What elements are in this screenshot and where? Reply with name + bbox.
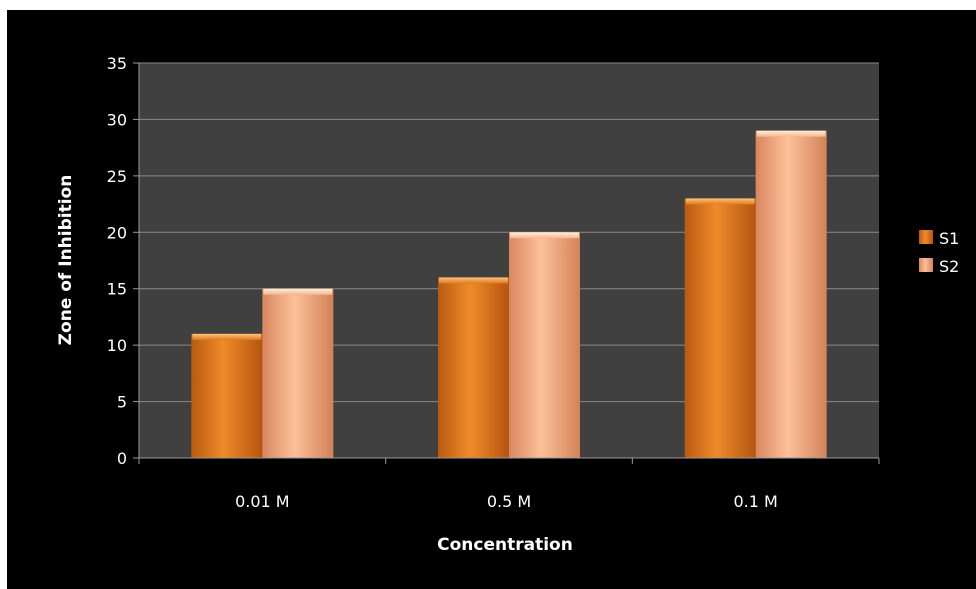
- y-tick-label: 15: [107, 280, 127, 299]
- x-tick-label: 0.1 M: [733, 492, 777, 511]
- y-tick-label: 20: [107, 223, 127, 242]
- bar-S1-2: [438, 277, 509, 458]
- bar-body: [509, 232, 580, 458]
- y-tick-label: 25: [107, 167, 127, 186]
- y-tick-label: 30: [107, 110, 127, 129]
- y-tick-label: 10: [107, 336, 127, 355]
- bar-S1-1: [191, 333, 263, 458]
- bar-body: [755, 130, 827, 458]
- bar-cap: [756, 130, 826, 137]
- bar-body: [438, 277, 509, 458]
- bar-body: [684, 198, 756, 458]
- x-axis-title: Concentration: [437, 535, 573, 555]
- bar-body: [262, 288, 334, 458]
- y-tick-label: 35: [107, 54, 127, 73]
- bar-cap: [510, 232, 579, 239]
- x-tick-labels: 0.01 M 0.5 M 0.1 M: [138, 458, 880, 511]
- bar-S1-3: [684, 198, 756, 458]
- bar-cap: [685, 198, 755, 205]
- bar-S2-1: [262, 288, 334, 458]
- y-tick-label: 0: [117, 449, 127, 468]
- bar-cap: [439, 277, 508, 284]
- axes: [138, 63, 879, 459]
- legend-swatch-S1: [919, 230, 933, 244]
- legend-label-S1: S1: [939, 229, 959, 248]
- bar-cap: [263, 288, 333, 295]
- legend-swatch-S2: [919, 258, 933, 272]
- y-tick-label: 5: [117, 393, 127, 412]
- bar-S2-3: [755, 130, 827, 458]
- bars: [191, 130, 827, 458]
- y-tick-labels: 0 5 10 15 20 25 30 35: [107, 54, 139, 468]
- bar-S2-2: [509, 232, 580, 458]
- x-tick-label: 0.5 M: [487, 492, 531, 511]
- bar-body: [191, 333, 263, 458]
- bar-cap: [192, 333, 262, 340]
- x-tick-label: 0.01 M: [235, 492, 290, 511]
- y-axis-title: Zone of Inhibition: [56, 175, 76, 346]
- legend-label-S2: S2: [939, 257, 959, 276]
